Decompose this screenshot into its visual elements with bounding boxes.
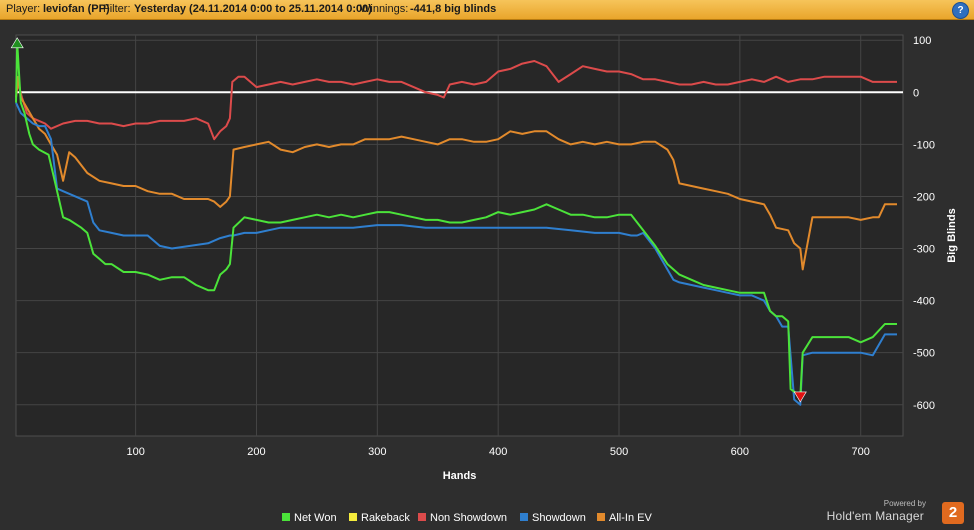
legend-label: Non Showdown xyxy=(430,512,508,524)
y-tick-label: -200 xyxy=(913,191,935,203)
y-tick-label: -600 xyxy=(913,400,935,412)
winnings-label: Winnings: xyxy=(360,3,409,15)
player-label: Player: xyxy=(6,3,41,15)
help-icon[interactable]: ? xyxy=(952,2,969,19)
legend-label: Net Won xyxy=(294,512,337,524)
series-line-showdown xyxy=(15,102,897,406)
legend-item-all-in-ev[interactable]: All-In EV xyxy=(597,511,652,525)
y-tick-label: -300 xyxy=(913,244,935,256)
x-tick-label: 200 xyxy=(247,446,265,458)
legend-swatch xyxy=(282,513,290,521)
hm2-logo-icon: 2 xyxy=(942,502,964,524)
x-tick-label: 500 xyxy=(610,446,628,458)
powered-by-text: Powered by xyxy=(883,499,926,508)
series-line-non-showdown xyxy=(15,60,897,141)
legend-swatch xyxy=(349,513,357,521)
legend-label: Rakeback xyxy=(361,512,410,524)
x-tick-label: 400 xyxy=(489,446,507,458)
legend-label: Showdown xyxy=(532,512,586,524)
filter-label: Filter: xyxy=(103,3,131,15)
x-tick-label: 300 xyxy=(368,446,386,458)
branding: Powered by Hold'em Manager 2 xyxy=(824,499,964,527)
legend-swatch xyxy=(520,513,528,521)
legend-item-showdown[interactable]: Showdown xyxy=(520,511,586,525)
plot-area xyxy=(15,34,904,437)
y-tick-label: -400 xyxy=(913,296,935,308)
min-marker-icon xyxy=(793,391,807,403)
legend-swatch xyxy=(418,513,426,521)
filter-value[interactable]: Yesterday (24.11.2014 0:00 to 25.11.2014… xyxy=(134,3,372,15)
filter-bar: Player: leviofan (PP) Filter: Yesterday … xyxy=(0,0,974,20)
legend-item-rakeback[interactable]: Rakeback xyxy=(349,511,410,525)
y-tick-label: -100 xyxy=(913,139,935,151)
y-tick-label: -500 xyxy=(913,348,935,360)
x-axis-label: Hands xyxy=(443,470,477,482)
y-axis-label: Big Blinds xyxy=(946,208,958,262)
series-line-net-won xyxy=(15,41,897,398)
line-chart: 100 0 -100 -200 -300 -400 -500 -600 100 200 300 400… xyxy=(10,34,958,482)
y-tick-label: 0 xyxy=(913,87,919,99)
y-tick-label: 100 xyxy=(913,35,931,47)
legend-item-net-won[interactable]: Net Won xyxy=(282,511,337,525)
winnings-value: -441,8 big blinds xyxy=(410,3,497,15)
legend-label: All-In EV xyxy=(609,512,652,524)
product-name: Hold'em Manager xyxy=(826,509,924,523)
x-tick-label: 700 xyxy=(852,446,870,458)
x-tick-label: 100 xyxy=(126,446,144,458)
x-tick-label: 600 xyxy=(731,446,749,458)
legend-item-non-showdown[interactable]: Non Showdown xyxy=(418,511,507,525)
player-value[interactable]: leviofan (PP) xyxy=(43,3,110,15)
series-line-all-in-ev xyxy=(15,75,897,271)
max-marker-icon xyxy=(10,37,24,49)
legend-swatch xyxy=(597,513,605,521)
